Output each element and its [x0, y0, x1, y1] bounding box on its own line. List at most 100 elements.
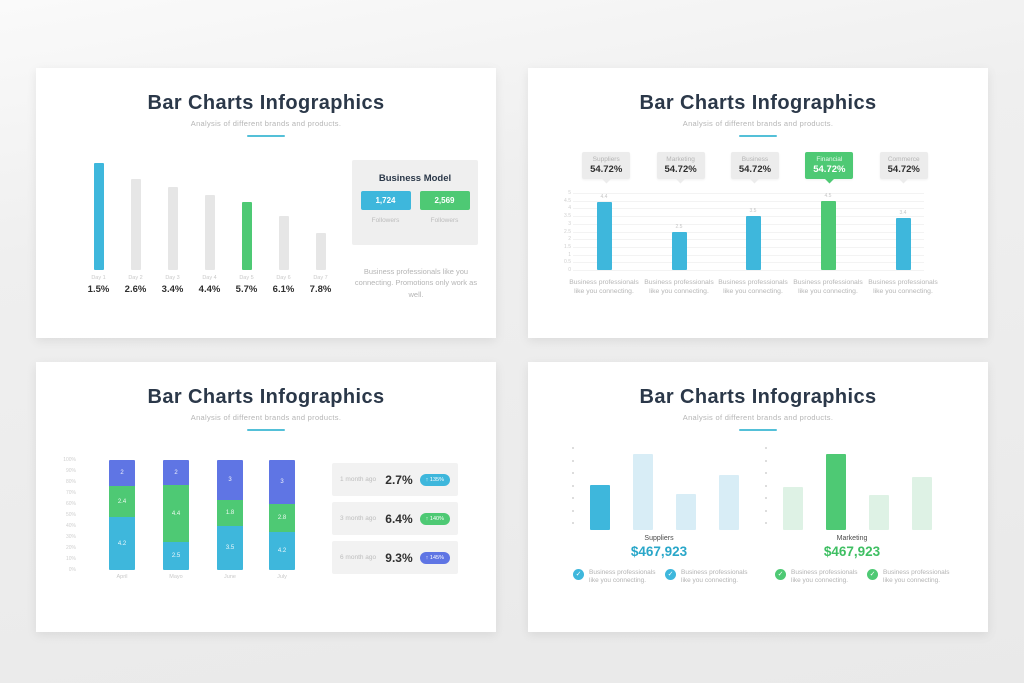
bar-category-label: Day 6 — [276, 275, 291, 281]
axis-dot — [765, 497, 767, 499]
time-label: 3 month ago — [340, 515, 377, 522]
axis-dot — [765, 522, 767, 524]
y-tick-label: 5 — [568, 190, 571, 196]
slide-3-stacked-bar-chart-card: Bar Charts Infographics Analysis of diff… — [36, 362, 496, 632]
y-tick-label: 0 — [568, 267, 571, 273]
segment-value-label: 3 — [280, 479, 284, 485]
bar — [826, 454, 846, 530]
slide-title: Bar Charts Infographics — [639, 386, 877, 408]
bar — [745, 216, 761, 270]
callout-label: Financial — [816, 156, 843, 163]
segment-value-label: 1.8 — [225, 509, 235, 516]
bar-category-label: Day 5 — [239, 275, 254, 281]
stacked-bar: 2 4.4 2.5 — [163, 460, 189, 570]
bar-caption: Business professionals like you connecti… — [793, 279, 863, 296]
bar — [93, 163, 104, 270]
bar-category-label: Day 7 — [313, 275, 328, 281]
bar-value-label: 3.5 — [749, 208, 757, 215]
bar-value-label: 1.5% — [87, 284, 110, 295]
y-tick-label: 10% — [65, 556, 76, 562]
percent-value: 9.3% — [385, 550, 413, 565]
bar-value-label: 3.4% — [161, 284, 184, 295]
slide-subtitle: Analysis of different brands and product… — [190, 119, 342, 128]
axis-dot — [572, 472, 574, 474]
callout-label: Commerce — [887, 156, 920, 163]
bar-value-label: 4.5 — [824, 192, 832, 199]
segment-value-label: 2.8 — [277, 514, 287, 521]
y-tick-label: 3.5 — [564, 213, 571, 220]
slide-2-callout-bar-chart-card: Bar Charts Infographics Analysis of diff… — [528, 68, 988, 338]
y-tick-label: 100% — [63, 457, 76, 463]
bar — [869, 495, 889, 530]
bar — [590, 485, 610, 530]
gridline — [573, 270, 924, 271]
bar-column: Day 6 6.1% — [265, 163, 302, 295]
group-label: Suppliers — [644, 535, 674, 542]
legend-row: 1 month ago 2.7% ↑ 135% — [332, 463, 458, 496]
bar-column: Day 4 4.4% — [191, 163, 228, 295]
business-model-panel: Business Model 1,724 2,569 Followers Fol… — [352, 160, 478, 245]
slide-subtitle: Analysis of different brands and product… — [682, 119, 834, 128]
segment-value-label: 4.2 — [277, 547, 287, 554]
bar — [676, 494, 696, 530]
stacked-bar: 3 2.8 4.2 — [269, 460, 295, 570]
y-tick-label: 2 — [568, 236, 571, 243]
title-underline — [247, 429, 285, 431]
slide-1-bar-chart-card: Bar Charts Infographics Analysis of diff… — [36, 68, 496, 338]
y-tick-label: 30% — [65, 534, 76, 540]
check-caption: Business professionals like you connecti… — [883, 569, 950, 585]
slide-4-grouped-bar-chart-card: Bar Charts Infographics Analysis of diff… — [528, 362, 988, 632]
category-callouts: Suppliers 54.72% Marketing 54.72% Business 54… — [569, 152, 941, 184]
stack-segment: 3 — [269, 460, 295, 504]
bar — [719, 475, 739, 530]
bar — [278, 216, 289, 270]
group-amount: $467,923 — [823, 544, 881, 559]
y-tick-label: 50% — [65, 512, 76, 518]
segment-value-label: 4.4 — [171, 510, 181, 517]
check-caption: Business professionals like you connecti… — [589, 569, 656, 585]
stack-segment: 4.2 — [269, 531, 295, 570]
axis-dot — [765, 509, 767, 512]
gridline — [573, 193, 924, 194]
legend-row: 3 month ago 6.4% ↑ 140% — [332, 502, 458, 535]
bar-caption: Business professionals like you connecti… — [718, 279, 788, 296]
title-underline — [739, 429, 777, 431]
bar-value-label: 2.5 — [675, 223, 683, 230]
segment-value-label: 2.5 — [171, 553, 181, 560]
callout-value: 54.72% — [813, 164, 846, 175]
bar-column: Day 2 2.6% — [117, 163, 154, 295]
bar — [315, 233, 326, 270]
axis-dot — [572, 484, 574, 487]
check-icon: ✓ — [665, 569, 676, 580]
callout-value: 54.72% — [887, 164, 920, 175]
check-caption: Business professionals like you connecti… — [681, 569, 748, 585]
day-bar-chart: Day 1 1.5% Day 2 2.6% Day 3 3.4% Day 4 4.4% Day … — [80, 163, 339, 295]
bar-value-label: 4.4% — [198, 284, 221, 295]
axis-dot — [572, 459, 574, 462]
y-tick-label: 2.5 — [564, 228, 571, 235]
bar-caption: Business professionals like you connecti… — [569, 279, 639, 296]
y-tick-label: 0.5 — [564, 259, 571, 266]
y-tick-label: 40% — [65, 523, 76, 529]
segment-value-label: 2.4 — [117, 498, 127, 505]
stack-segment: 4.4 — [163, 485, 189, 543]
stack-segment: 2.4 — [109, 486, 135, 518]
panel-title: Business Model — [378, 173, 452, 184]
category-bar-chart: 5 4.5 4 3.5 3 2.5 2 1.5 1 0.5 0 4.4 2.5 3.5 4.5 3.4 — [564, 190, 924, 273]
stack-segment: 2 — [163, 460, 189, 486]
y-tick-label: 0% — [68, 567, 76, 573]
bar-caption: Business professionals like you connecti… — [868, 279, 938, 296]
check-item: ✓ Business professionals like you connect… — [867, 569, 953, 586]
stacked-bar: 2 2.4 4.2 — [109, 460, 135, 570]
axis-dot — [765, 447, 767, 449]
trend-badge: ↑ 145% — [419, 551, 450, 564]
trend-badge: ↑ 135% — [419, 473, 450, 486]
slide-caption: Business professionals like you connecti… — [354, 267, 478, 299]
stat-label: Followers — [430, 217, 459, 224]
axis-dot — [765, 459, 767, 462]
slide-title: Bar Charts Infographics — [147, 386, 385, 408]
bar — [241, 202, 252, 270]
callout-label: Business — [741, 156, 769, 163]
time-label: 1 month ago — [340, 476, 377, 483]
y-tick-label: 70% — [65, 490, 76, 496]
